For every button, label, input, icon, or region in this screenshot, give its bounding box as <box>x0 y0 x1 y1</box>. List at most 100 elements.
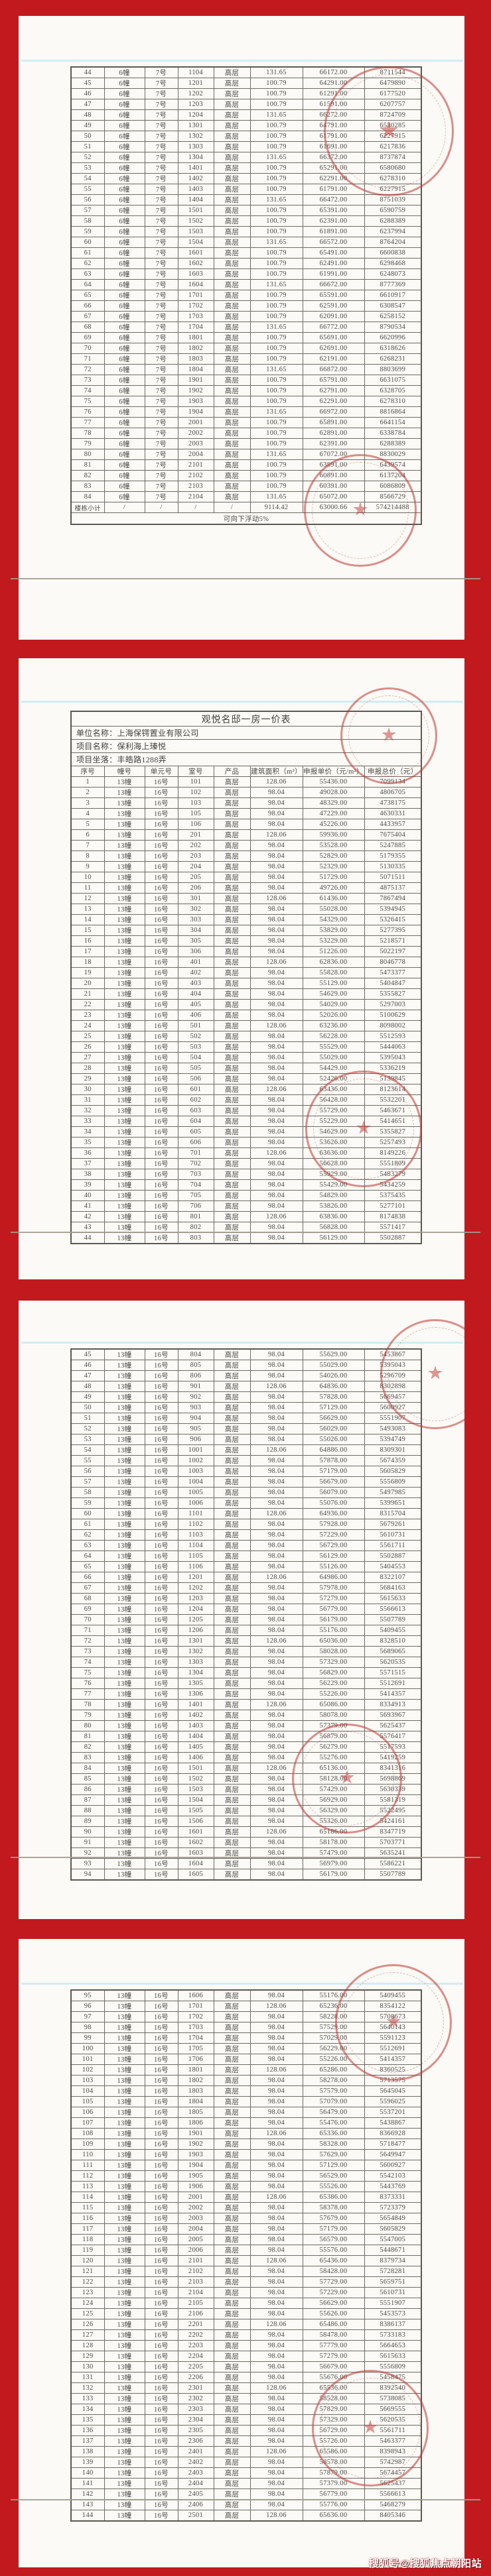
table-cell: 1302 <box>177 131 214 142</box>
table-cell: 78 <box>70 428 105 439</box>
table-cell: 高层 <box>213 470 251 481</box>
table-cell: 5537201 <box>364 2107 422 2118</box>
table-cell: 114 <box>70 2192 105 2203</box>
table-cell: 57 <box>70 205 105 216</box>
table-cell: 13幢 <box>104 1094 145 1106</box>
table-cell: 85 <box>70 1773 105 1785</box>
table-cell: 7号 <box>144 375 178 386</box>
table-row: 75 13幢 16号 1304 高层 98.04 56829.00 5571515 <box>70 1667 422 1678</box>
table-cell: 13幢 <box>104 2372 145 2383</box>
table-cell: 高层 <box>213 205 251 216</box>
table-cell: 7号 <box>144 332 178 343</box>
table-cell: 7号 <box>144 417 178 428</box>
table-row: 68 13幢 16号 1203 高层 98.04 57279.00 5615633 <box>70 1593 422 1604</box>
table-cell: 605 <box>177 1126 214 1138</box>
table-row: 103 13幢 16号 1802 高层 98.04 58278.00 5713575 <box>70 2075 422 2086</box>
table-cell: 131.65 <box>249 109 303 121</box>
table-cell: 高层 <box>213 1200 251 1212</box>
table-cell: 62891.00 <box>302 428 365 439</box>
table-cell: 71 <box>70 1625 105 1636</box>
table-row: 22 13幢 16号 405 高层 98.04 54029.00 5297003 <box>70 999 422 1010</box>
table-cell: 128.06 <box>249 1084 303 1095</box>
table-cell: 100.79 <box>249 396 303 407</box>
table-cell: 高层 <box>213 237 251 248</box>
table-row: 49 13幢 16号 902 高层 98.04 57828.00 5669457 <box>70 1391 422 1403</box>
table-cell: 98.04 <box>249 1391 303 1403</box>
table-cell: 65386.00 <box>302 2192 365 2203</box>
table-cell: 119 <box>70 2245 105 2256</box>
table-cell: 48 <box>70 109 105 121</box>
table-cell: 13幢 <box>104 1593 145 1604</box>
table-cell: 高层 <box>213 776 251 788</box>
table-cell: 13幢 <box>104 904 145 915</box>
table-row: 8 13幢 16号 203 高层 98.04 52829.00 5179355 <box>70 850 422 862</box>
table-cell: 16号 <box>144 1869 178 1881</box>
table-cell: 49028.00 <box>302 787 365 798</box>
table-cell: 56779.00 <box>302 2488 365 2500</box>
table-cell: 16号 <box>144 2032 178 2044</box>
table-cell: 83 <box>70 481 105 492</box>
table-cell: 高层 <box>213 1572 251 1583</box>
table-row: 61 13幢 16号 1102 高层 98.04 57928.00 5679261 <box>70 1519 422 1530</box>
table-row: 27 13幢 16号 504 高层 98.04 55029.00 5395043 <box>70 1052 422 1063</box>
table-cell: 13幢 <box>104 2478 145 2489</box>
table-cell: 128.06 <box>249 776 303 788</box>
table-cell: 65691.00 <box>302 332 365 343</box>
seal-ring <box>332 74 446 188</box>
table-cell: 100.79 <box>249 205 303 216</box>
table-cell: 54026.00 <box>302 1370 365 1381</box>
table-cell: 57679.00 <box>302 2213 365 2224</box>
table-cell: 13幢 <box>104 1657 145 1668</box>
table-cell: 53528.00 <box>302 840 365 851</box>
table-cell: 61891.00 <box>302 226 365 237</box>
table-cell: 1702 <box>177 2011 214 2022</box>
table-cell: 13幢 <box>104 2404 145 2415</box>
table-cell: 16号 <box>144 1582 178 1594</box>
table-row: 80 6幢 7号 2004 高层 131.65 67072.00 8830029 <box>70 449 422 460</box>
table-cell: 16号 <box>144 1805 178 1816</box>
table-row: 119 13幢 16号 2006 高层 98.04 55576.00 5448671 <box>70 2245 422 2256</box>
table-cell: 高层 <box>213 1699 251 1710</box>
table-cell: 8309301 <box>364 1444 422 1456</box>
table-cell: 13幢 <box>104 1423 145 1434</box>
table-cell: 5547005 <box>364 2234 422 2245</box>
table-cell: 2403 <box>177 2467 214 2479</box>
table-cell: 高层 <box>213 226 251 237</box>
table-cell: 63 <box>70 268 105 280</box>
seal-star-icon: ★ <box>338 1767 356 1788</box>
table-cell: 3 <box>70 797 105 809</box>
table-cell: 902 <box>177 1391 214 1403</box>
table-cell: 13幢 <box>104 2001 145 2012</box>
table-cell: 4738175 <box>364 797 422 809</box>
table-row: 58 6幢 7号 1502 高层 100.79 62391.00 6288389 <box>70 215 422 227</box>
table-cell: 45226.00 <box>302 819 365 830</box>
table-cell: 8386137 <box>364 2319 422 2330</box>
table-cell: 5542103 <box>364 2170 422 2182</box>
table-cell: 66972.00 <box>302 406 365 418</box>
table-cell: 66772.00 <box>302 322 365 333</box>
table-cell: 高层 <box>213 1455 251 1466</box>
table-cell: 13幢 <box>104 2340 145 2351</box>
seal-ring <box>312 462 409 559</box>
table-cell: 57978.00 <box>302 1582 365 1594</box>
table-cell: 47 <box>70 1370 105 1381</box>
table-row: 65 13幢 16号 1106 高层 98.04 55126.00 5404553 <box>70 1561 422 1572</box>
table-cell: 128.06 <box>249 1572 303 1583</box>
table-cell: 高层 <box>213 1805 251 1816</box>
table-cell: 5404847 <box>364 978 422 989</box>
table-cell: 1904 <box>177 406 214 418</box>
table-cell: 13幢 <box>104 2043 145 2054</box>
table-row: 107 13幢 16号 1806 高层 98.04 55476.00 5438867 <box>70 2117 422 2129</box>
table-cell: 5615633 <box>364 1593 422 1604</box>
table-cell: 高层 <box>213 2425 251 2436</box>
table-cell: 5502887 <box>364 1551 422 1562</box>
table-cell: 100.79 <box>249 311 303 322</box>
table-cell: 7号 <box>144 66 178 78</box>
table-row: 21 13幢 16号 404 高层 98.04 54629.00 5355827 <box>70 988 422 1000</box>
table-cell: 高层 <box>213 2138 251 2150</box>
table-cell: 82 <box>70 1741 105 1753</box>
table-cell: 7号 <box>144 194 178 205</box>
table-cell: 2406 <box>177 2499 214 2510</box>
table-cell: 136 <box>70 2425 105 2436</box>
table-cell: 98.04 <box>249 2478 303 2489</box>
